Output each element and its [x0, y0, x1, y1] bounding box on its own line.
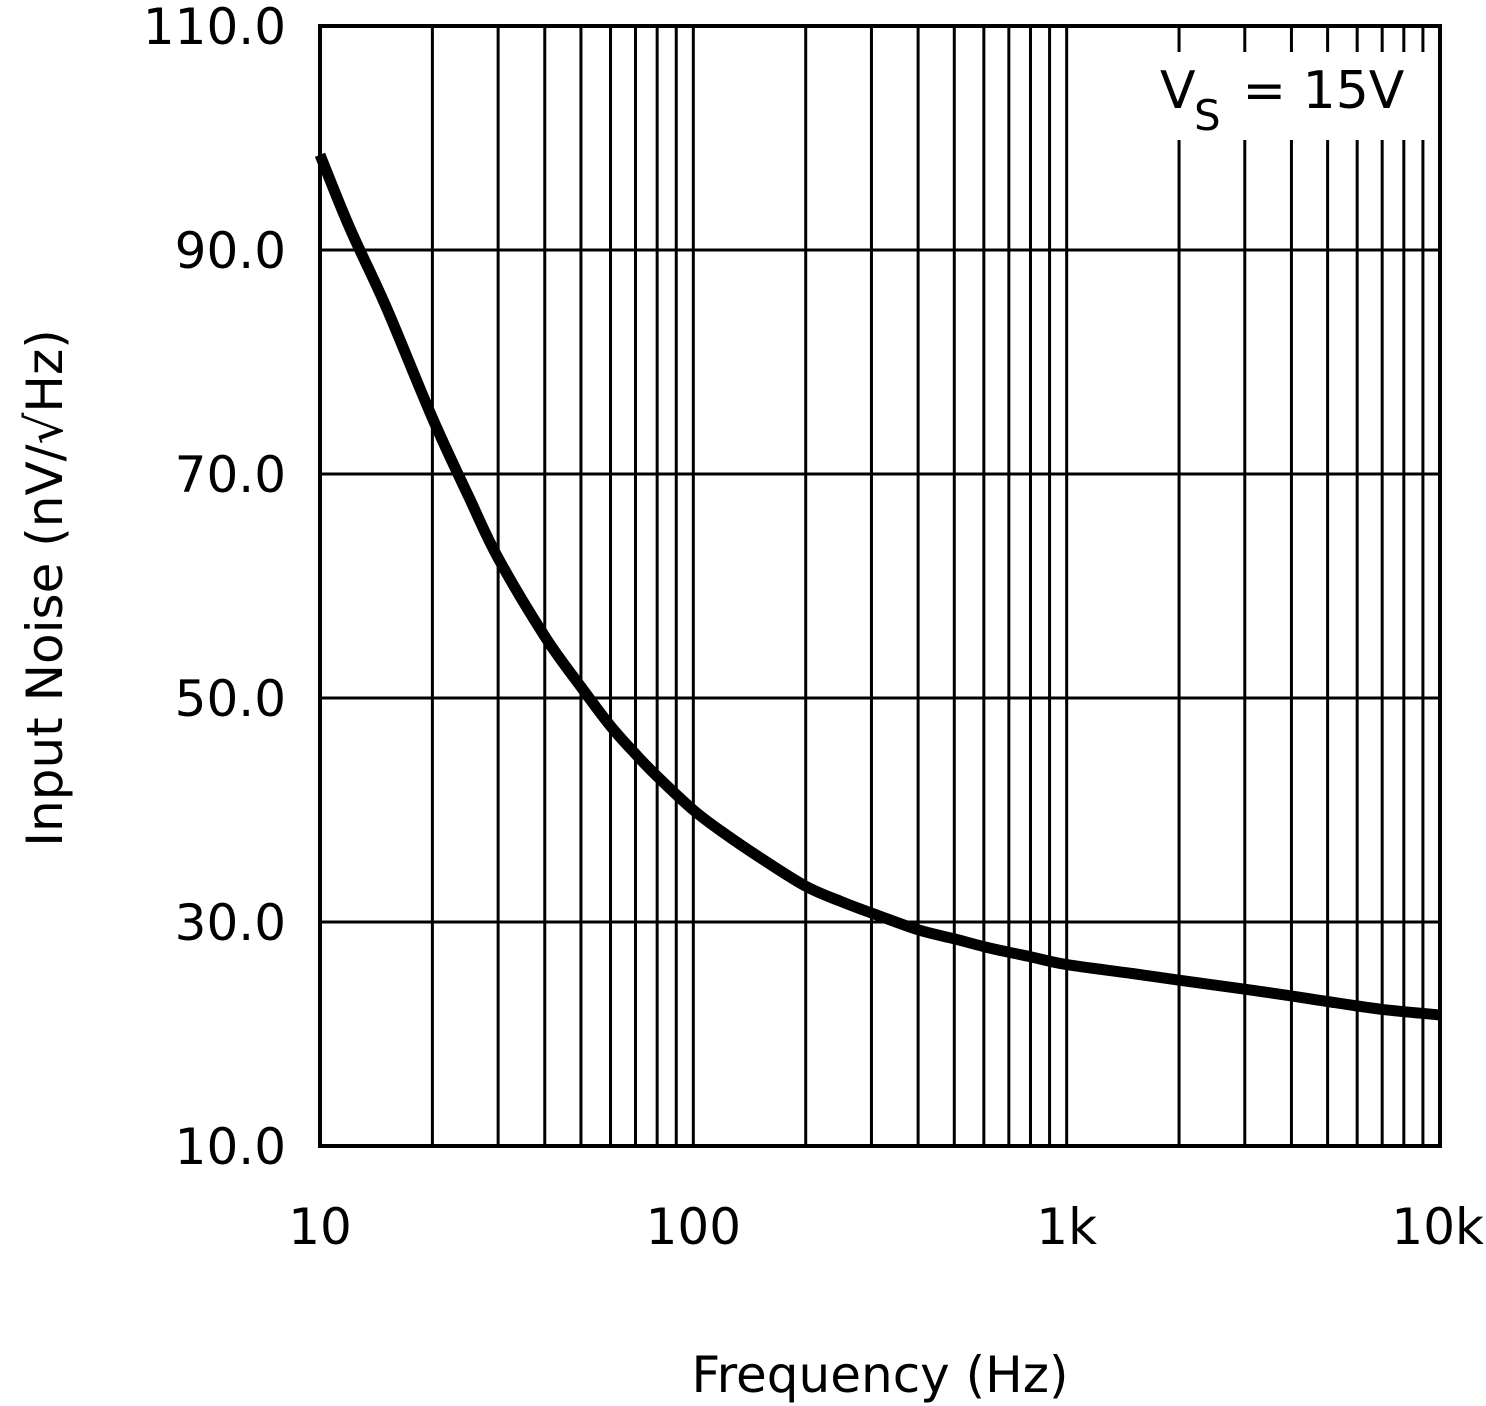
x-tick-label: 1k: [1036, 1198, 1097, 1256]
y-tick-label: 70.0: [175, 446, 286, 504]
grid: [320, 26, 1440, 1146]
x-tick-label: 10: [288, 1198, 352, 1256]
y-tick-label: 30.0: [175, 894, 286, 952]
x-tick-label: 10k: [1391, 1198, 1484, 1256]
annotation-subscript: S: [1194, 91, 1221, 140]
series-layer: [314, 152, 1441, 1021]
x-axis-label: Frequency (Hz): [691, 1346, 1068, 1404]
annotation-rest: = 15V: [1226, 61, 1405, 121]
annotation-background: [1148, 52, 1434, 140]
y-tick-label: 90.0: [175, 222, 286, 280]
y-tick-label: 10.0: [175, 1118, 286, 1176]
x-tick-labels: 10 100 1k 10k: [288, 1198, 1484, 1256]
y-axis-label: Input Noise (nV/√Hz): [16, 329, 74, 846]
supply-voltage-annotation: V S = 15V: [1148, 52, 1434, 140]
y-tick-label: 50.0: [175, 670, 286, 728]
plot-frame: [318, 24, 1442, 1148]
x-tick-label: 100: [646, 1198, 741, 1256]
noise-series-line: [314, 152, 1441, 1021]
y-tick-label: 110.0: [143, 0, 286, 56]
annotation-main: V: [1160, 61, 1196, 121]
y-tick-labels: 10.0 30.0 50.0 70.0 90.0 110.0: [143, 0, 286, 1176]
